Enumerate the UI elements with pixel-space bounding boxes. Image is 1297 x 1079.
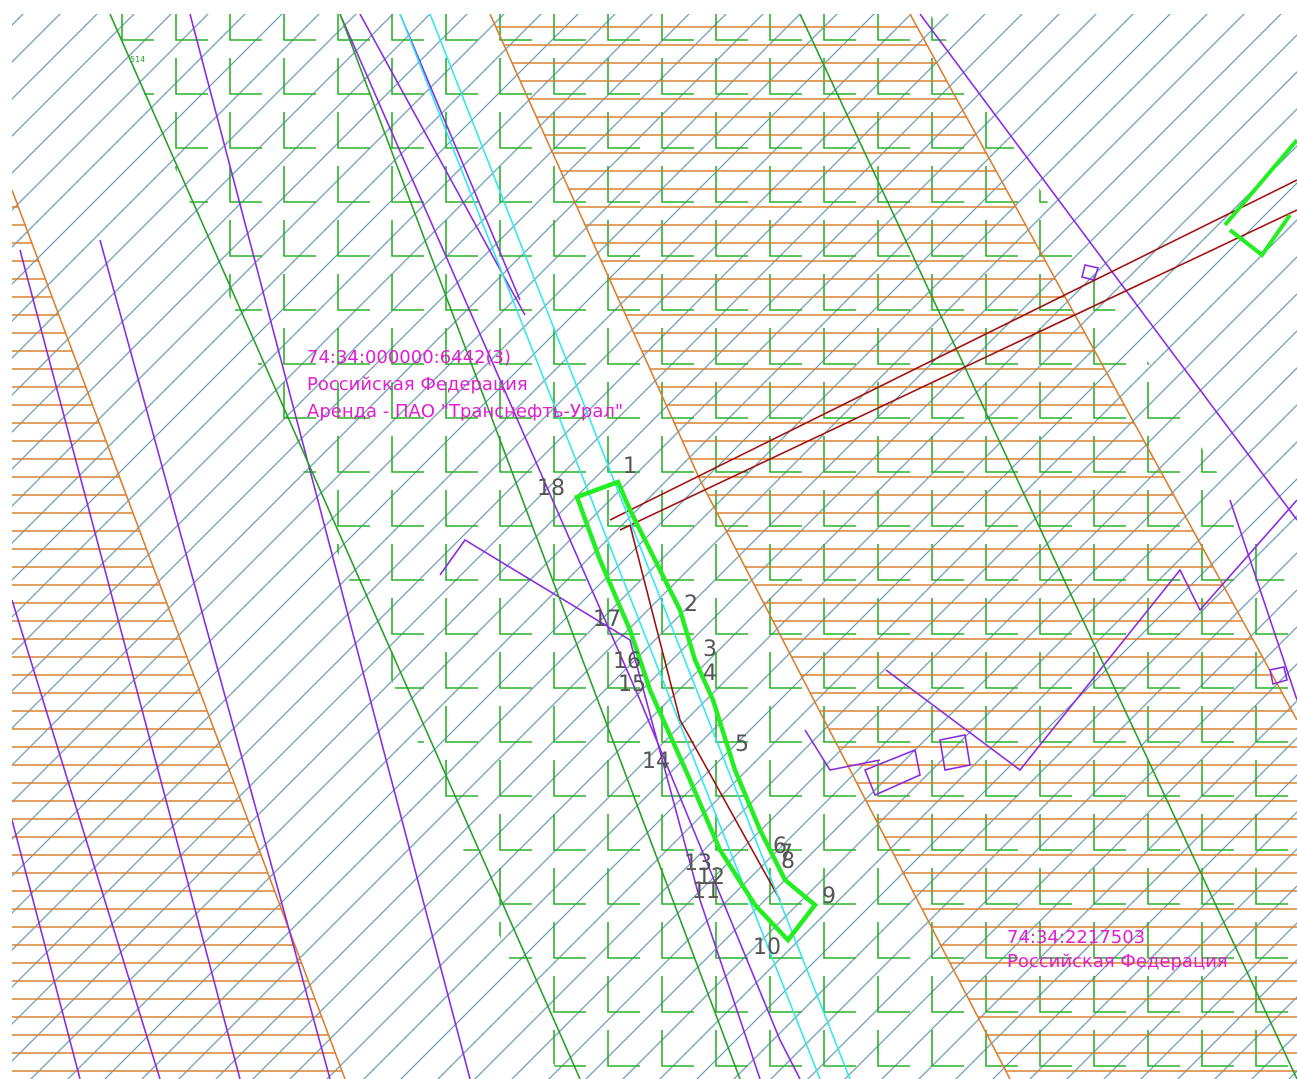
point-number: 15 (618, 672, 646, 697)
point-number: 6 (773, 834, 787, 859)
point-number: 12 (697, 865, 725, 890)
point-number: 18 (537, 476, 565, 501)
point-number: 7 (779, 841, 793, 866)
point-number: 14 (642, 749, 670, 774)
point-number: 17 (593, 607, 621, 632)
point-number: 5 (735, 732, 749, 757)
parcel-number: 74:34:2217503 (1007, 927, 1145, 948)
parcel-number: 74:34:000000:6442(3) (307, 347, 511, 368)
point-number: 8 (781, 849, 795, 874)
sheet-label: 514 (130, 55, 145, 64)
parcel-owner: Российская Федерация (307, 374, 528, 395)
point-number: 13 (684, 851, 712, 876)
boundaries (12, 14, 1297, 1079)
point-number: 2 (684, 592, 698, 617)
point-number: 9 (822, 884, 836, 909)
parcel-owner: Российская Федерация (1007, 951, 1228, 972)
parcel-lease: Аренда - ПАО "Транснефть-Урал" (307, 401, 623, 422)
zone-orange (490, 14, 1297, 1079)
point-number: 11 (692, 879, 720, 904)
point-number: 10 (753, 935, 781, 960)
point-number: 1 (623, 454, 637, 479)
map-body: 514 74:34:000000:6442(3) Российская Феде… (12, 14, 1297, 1079)
point-number: 16 (613, 649, 641, 674)
point-number: 4 (703, 661, 717, 686)
point-number: 3 (703, 637, 717, 662)
